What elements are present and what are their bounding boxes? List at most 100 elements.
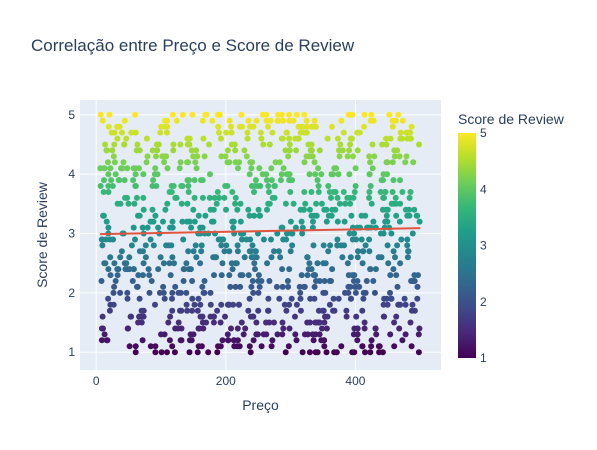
- scatter-point: [126, 343, 133, 350]
- scatter-point: [269, 337, 276, 344]
- scatter-point: [285, 283, 292, 290]
- scatter-point: [206, 194, 213, 201]
- scatter-point: [143, 135, 150, 142]
- scatter-point: [154, 147, 161, 154]
- scatter-point: [339, 147, 346, 154]
- scatter-point: [222, 153, 229, 160]
- scatter-point: [304, 254, 311, 261]
- scatter-point: [354, 337, 361, 344]
- scatter-point: [247, 313, 254, 320]
- scatter-point: [109, 147, 116, 154]
- scatter-point: [134, 283, 141, 290]
- scatter-point: [249, 242, 256, 249]
- scatter-point: [373, 331, 380, 338]
- scatter-point: [232, 147, 239, 154]
- scatter-point: [166, 337, 173, 344]
- scatter-point: [301, 189, 308, 195]
- scatter-point: [367, 266, 374, 273]
- scatter-point: [327, 242, 334, 249]
- scatter-point: [390, 248, 397, 255]
- scatter-point: [292, 313, 298, 320]
- scatter-point: [368, 337, 375, 344]
- scatter-point: [303, 129, 310, 136]
- scatter-point: [238, 319, 245, 326]
- scatter-point: [200, 135, 207, 142]
- scatter-point: [199, 117, 206, 124]
- scatter-point: [346, 171, 353, 178]
- scatter-point: [335, 171, 342, 178]
- scatter-point: [328, 194, 334, 201]
- scatter-point: [227, 283, 234, 290]
- scatter-point: [169, 111, 176, 118]
- scatter-point: [250, 289, 257, 296]
- scatter-point: [132, 165, 139, 172]
- scatter-point: [189, 307, 196, 314]
- scatter-point: [351, 189, 358, 195]
- scatter-point: [210, 218, 217, 225]
- scatter-point: [351, 325, 358, 332]
- scatter-point: [234, 325, 241, 332]
- scatter-point: [142, 242, 149, 249]
- scatter-point: [310, 337, 317, 344]
- scatter-point: [195, 212, 202, 219]
- scatter-point: [312, 331, 319, 338]
- scatter-point: [198, 248, 205, 255]
- scatter-point: [186, 135, 193, 142]
- scatter-point: [207, 301, 214, 308]
- scatter-point: [388, 295, 394, 302]
- scatter-point: [404, 135, 411, 142]
- scatter-point: [179, 218, 186, 225]
- scatter-point: [183, 289, 190, 296]
- scatter-point: [323, 218, 330, 225]
- scatter-point: [407, 319, 414, 326]
- scatter-point: [197, 260, 204, 267]
- scatter-point: [98, 325, 105, 332]
- scatter-point: [148, 278, 155, 284]
- scatter-point: [97, 183, 104, 189]
- scatter-point: [397, 200, 404, 207]
- scatter-point: [271, 319, 277, 326]
- scatter-point: [310, 242, 317, 249]
- scatter-point: [178, 307, 185, 314]
- scatter-point: [266, 189, 272, 195]
- scatter-point: [164, 165, 171, 172]
- scatter-point: [126, 266, 133, 273]
- scatter-point: [274, 331, 281, 338]
- scatter-point: [237, 123, 243, 130]
- scatter-point: [246, 295, 253, 302]
- scatter-point: [306, 349, 313, 356]
- scatter-point: [125, 200, 132, 207]
- scatter-point: [147, 343, 154, 350]
- scatter-point: [273, 283, 280, 290]
- scatter-point: [114, 123, 121, 130]
- scatter-point: [252, 248, 259, 255]
- scatter-point: [247, 236, 254, 243]
- scatter-point: [245, 117, 252, 124]
- scatter-point: [342, 200, 349, 207]
- scatter-point: [192, 159, 199, 166]
- scatter-point: [392, 254, 398, 261]
- scatter-point: [178, 200, 185, 207]
- scatter-point: [279, 283, 286, 290]
- scatter-point: [383, 212, 390, 219]
- scatter-point: [229, 218, 236, 225]
- scatter-point: [211, 313, 217, 320]
- scatter-point: [117, 254, 124, 261]
- scatter-point: [296, 283, 303, 290]
- scatter-point: [286, 147, 293, 154]
- scatter-point: [139, 272, 146, 279]
- scatter-point: [314, 260, 321, 267]
- scatter-point: [330, 295, 337, 302]
- scatter-point: [286, 266, 293, 273]
- scatter-point: [257, 129, 264, 136]
- scatter-point: [189, 111, 196, 118]
- scatter-point: [195, 343, 202, 350]
- scatter-point: [178, 183, 185, 189]
- scatter-point: [268, 165, 275, 172]
- scatter-point: [254, 331, 261, 338]
- scatter-point: [416, 218, 423, 225]
- scatter-point: [260, 236, 267, 243]
- scatter-point: [414, 283, 421, 290]
- scatter-point: [214, 189, 221, 195]
- scatter-point: [152, 212, 159, 219]
